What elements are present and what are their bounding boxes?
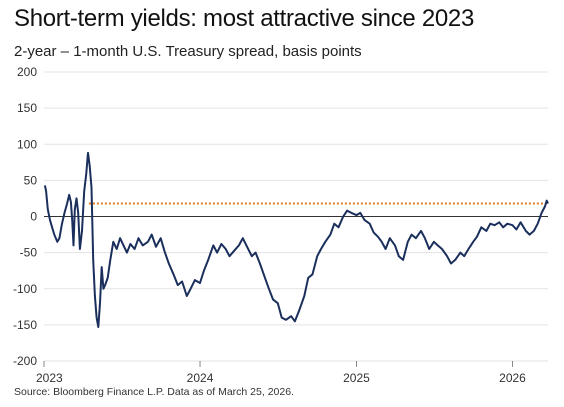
y-tick-label: 150 — [17, 101, 37, 115]
y-tick-label: 50 — [24, 173, 38, 187]
x-tick-label: 2025 — [343, 371, 370, 385]
x-tick-label: 2026 — [499, 371, 526, 385]
series-line-0 — [43, 151, 549, 328]
chart-subtitle: 2-year – 1-month U.S. Treasury spread, b… — [14, 43, 362, 60]
source-note: Source: Bloomberg Finance L.P. Data as o… — [14, 386, 294, 398]
y-tick-label: 100 — [17, 137, 37, 151]
x-tick-label: 2024 — [187, 371, 214, 385]
y-tick-label: -150 — [13, 318, 37, 332]
y-tick-label: 0 — [30, 210, 37, 224]
y-tick-label: -200 — [13, 354, 37, 368]
chart-title: Short-term yields: most attractive since… — [14, 5, 475, 32]
y-tick-label: -100 — [13, 282, 37, 296]
x-tick-label: 2023 — [36, 371, 63, 385]
y-tick-label: -50 — [20, 246, 38, 260]
y-tick-label: 200 — [17, 65, 37, 79]
